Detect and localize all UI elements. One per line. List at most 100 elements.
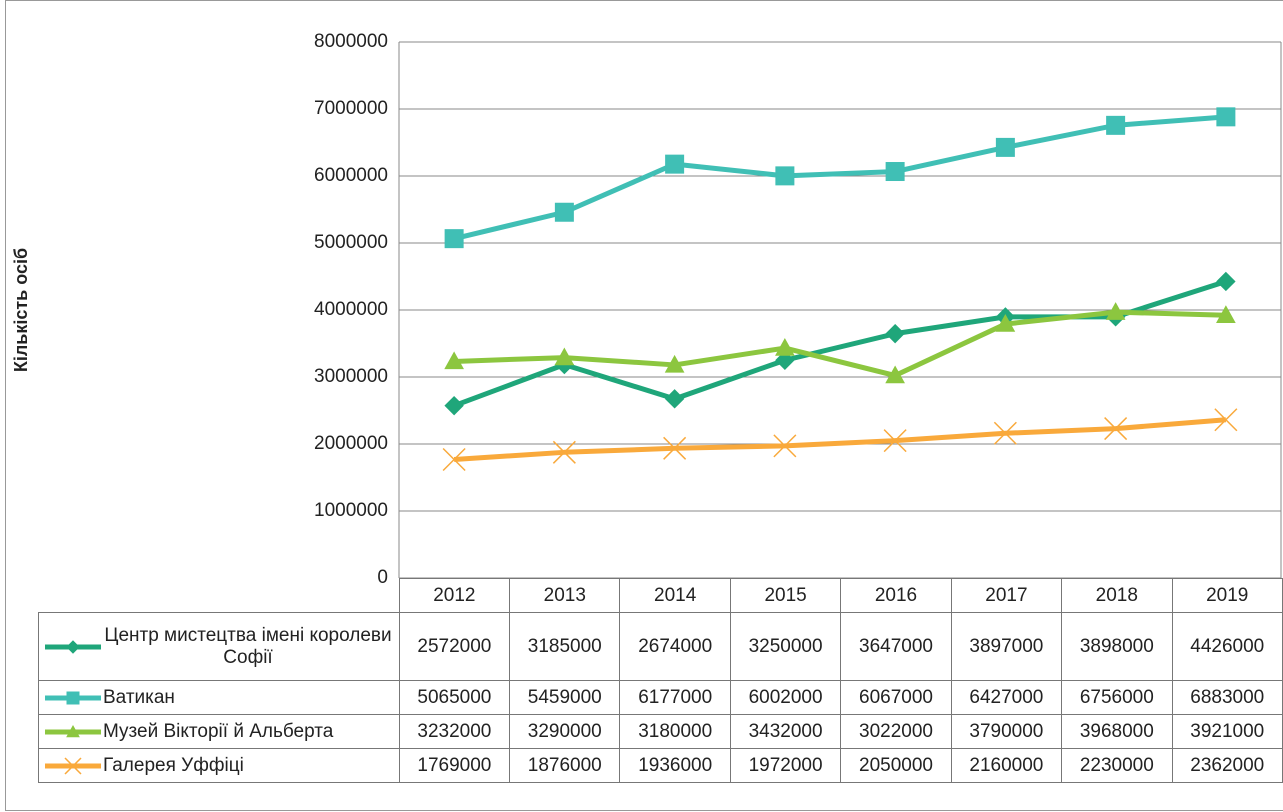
table-value: 6067000: [840, 680, 952, 715]
table-value: 3022000: [840, 714, 952, 749]
table-value: 5459000: [509, 680, 621, 715]
table-value: 3432000: [729, 714, 842, 749]
x-tick-label: 2016: [840, 578, 952, 613]
x-tick-label: 2017: [950, 578, 1063, 613]
table-value: 6756000: [1061, 680, 1173, 715]
y-tick-label: 7000000: [314, 98, 388, 119]
marker: [554, 347, 575, 366]
marker: [554, 202, 574, 222]
legend-label: Галерея Уффіці: [103, 754, 244, 776]
table-row: Галерея Уффіці 1769000 1876000 1936000 19720…: [38, 748, 1283, 783]
marker: [995, 137, 1015, 157]
table-value: 5065000: [398, 680, 511, 715]
marker: [66, 724, 80, 737]
table-value: 1936000: [619, 748, 731, 783]
legend-key: [45, 724, 101, 737]
legend-key: [45, 691, 101, 704]
marker: [885, 323, 905, 344]
legend-cell: Музей Вікторії й Альберта: [38, 714, 400, 749]
y-axis-label: Кількість осіб: [11, 248, 31, 372]
y-tick-label: 0: [377, 567, 388, 588]
marker: [885, 365, 905, 384]
legend-cell: Галерея Уффіці: [38, 748, 400, 783]
marker: [663, 436, 687, 460]
marker: [66, 639, 80, 654]
marker: [775, 166, 795, 186]
y-tick-label: 4000000: [314, 299, 388, 320]
marker: [444, 395, 464, 416]
table-value: 2230000: [1061, 748, 1173, 783]
table-value: 1876000: [509, 748, 621, 783]
marker: [1216, 305, 1236, 323]
marker: [1216, 107, 1236, 127]
y-tick-label: 1000000: [314, 500, 388, 521]
marker: [66, 691, 80, 704]
marker: [1106, 115, 1126, 135]
table-value: 6883000: [1171, 680, 1283, 715]
table-value: 2050000: [840, 748, 952, 783]
table-value: 3232000: [398, 714, 511, 749]
table-value: 6177000: [619, 680, 731, 715]
table-value: 1769000: [398, 748, 511, 783]
table-row: Ватикан 5065000 5459000 6177000 6002000 60670…: [38, 680, 1283, 715]
table-value: 3185000: [509, 612, 621, 681]
legend-label: Центр мистецтва імені королеви Софії: [104, 624, 392, 668]
marker: [664, 354, 685, 373]
table-value: 4426000: [1171, 612, 1283, 681]
x-tick-label: 2012: [398, 578, 511, 613]
x-tick-label: 2013: [509, 578, 621, 613]
x-tick-label: 2019: [1171, 578, 1283, 613]
marker: [444, 229, 464, 249]
legend-key: [45, 756, 101, 775]
table-value: 6002000: [729, 680, 842, 715]
series-line: [453, 279, 1227, 409]
table-row: Музей Вікторії й Альберта 3232000 3290000 3…: [38, 714, 1283, 749]
table-value: 3898000: [1061, 612, 1173, 681]
table-corner: [38, 578, 400, 613]
table-value: 3180000: [619, 714, 731, 749]
y-tick-label: 6000000: [314, 165, 388, 186]
legend-cell: Ватикан: [38, 680, 400, 715]
chart-frame: [5, 0, 1283, 811]
table-value: 3290000: [509, 714, 621, 749]
marker: [773, 434, 797, 458]
marker: [665, 154, 685, 174]
series-line: [453, 417, 1227, 462]
marker: [775, 338, 795, 356]
marker: [664, 389, 685, 409]
marker: [993, 421, 1017, 445]
series-line: [453, 114, 1227, 242]
table-value: 2160000: [950, 748, 1063, 783]
table-value: 3897000: [950, 612, 1063, 681]
table-value: 6427000: [950, 680, 1063, 715]
legend-key: [45, 639, 101, 654]
legend-label: Музей Вікторії й Альберта: [103, 720, 334, 742]
marker: [552, 440, 576, 464]
table-value: 3790000: [950, 714, 1063, 749]
marker: [885, 162, 905, 182]
x-tick-label: 2015: [729, 578, 842, 613]
legend-cell: Центр мистецтва імені королеви Софії: [38, 612, 400, 681]
table-value: 3250000: [729, 612, 842, 681]
y-tick-label: 3000000: [314, 366, 388, 387]
marker: [995, 314, 1016, 332]
table-value: 2572000: [398, 612, 511, 681]
marker: [1214, 408, 1238, 432]
marker: [1105, 302, 1126, 320]
marker: [444, 351, 464, 370]
table-value: 2674000: [619, 612, 731, 681]
table-value: 2362000: [1171, 748, 1283, 783]
y-tick-label: 2000000: [314, 433, 388, 454]
y-tick-label: 5000000: [314, 232, 388, 253]
marker: [64, 756, 82, 775]
table-value: 3647000: [840, 612, 952, 681]
legend-label: Ватикан: [103, 686, 175, 708]
data-table: 2012 2013 2014 2015 2016 2017 2018 2019 Центр ми…: [38, 578, 1283, 783]
table-value: 3921000: [1171, 714, 1283, 749]
table-value: 3968000: [1061, 714, 1173, 749]
marker: [1216, 271, 1236, 292]
table-header-row: 2012 2013 2014 2015 2016 2017 2018 2019: [38, 578, 1283, 613]
table-row: Центр мистецтва імені королеви Софії 2572…: [38, 612, 1283, 681]
